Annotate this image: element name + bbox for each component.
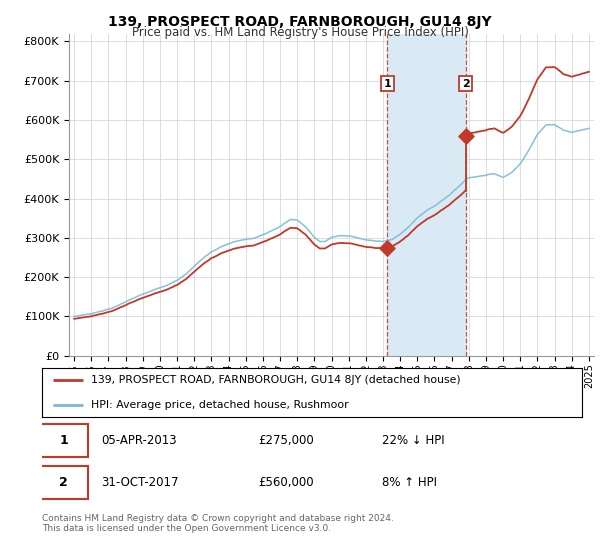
Text: 139, PROSPECT ROAD, FARNBOROUGH, GU14 8JY (detached house): 139, PROSPECT ROAD, FARNBOROUGH, GU14 8J…: [91, 375, 460, 385]
Point: [461, 131, 470, 140]
Text: 05-APR-2013: 05-APR-2013: [101, 435, 177, 447]
Text: 139, PROSPECT ROAD, FARNBOROUGH, GU14 8JY: 139, PROSPECT ROAD, FARNBOROUGH, GU14 8J…: [108, 15, 492, 29]
Text: 2: 2: [462, 78, 470, 88]
Text: 8% ↑ HPI: 8% ↑ HPI: [382, 476, 437, 489]
Text: 31-OCT-2017: 31-OCT-2017: [101, 476, 179, 489]
Text: HPI: Average price, detached house, Rushmoor: HPI: Average price, detached house, Rush…: [91, 400, 348, 410]
Point: [382, 243, 392, 252]
Text: 1: 1: [59, 435, 68, 447]
Text: Contains HM Land Registry data © Crown copyright and database right 2024.
This d: Contains HM Land Registry data © Crown c…: [42, 514, 394, 534]
Text: £560,000: £560,000: [258, 476, 314, 489]
Text: 2: 2: [59, 476, 68, 489]
Text: 22% ↓ HPI: 22% ↓ HPI: [382, 435, 445, 447]
FancyBboxPatch shape: [40, 466, 88, 499]
FancyBboxPatch shape: [40, 424, 88, 458]
Text: Price paid vs. HM Land Registry's House Price Index (HPI): Price paid vs. HM Land Registry's House …: [131, 26, 469, 39]
Text: £275,000: £275,000: [258, 435, 314, 447]
Text: 1: 1: [383, 78, 391, 88]
